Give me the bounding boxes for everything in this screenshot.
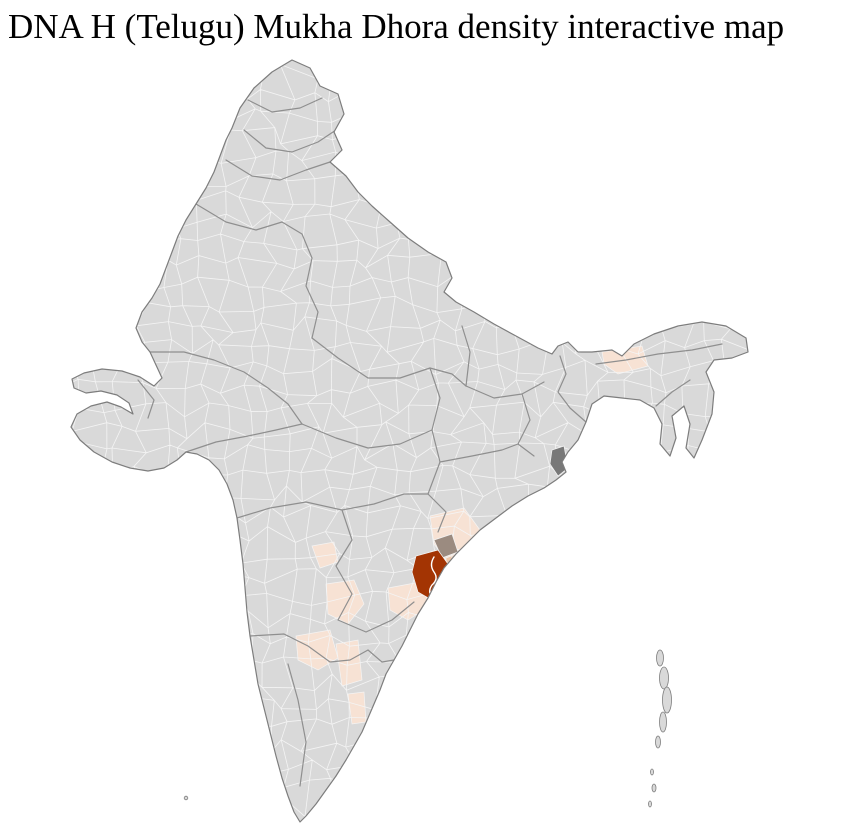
island [655, 735, 661, 749]
state-boundaries [137, 97, 723, 787]
state-boundary-line [461, 325, 471, 387]
country-outline [70, 59, 749, 823]
state-boundary-line [439, 443, 519, 463]
india-country-shape[interactable] [71, 60, 748, 822]
state-boundary-line [195, 203, 283, 231]
state-boundary-line [517, 393, 535, 457]
state-boundary-line [595, 343, 723, 365]
density-region-density_light[interactable] [445, 549, 477, 591]
page-title: DNA H (Telugu) Mukha Dhora density inter… [8, 7, 785, 46]
state-boundary-line [301, 423, 433, 449]
state-boundary-line [335, 509, 415, 633]
state-boundary-line [287, 663, 307, 787]
state-boundary-line [281, 221, 319, 339]
state-boundary-line [367, 649, 395, 663]
state-boundary-line [225, 159, 331, 181]
state-boundary-line [311, 337, 467, 387]
state-boundary-line [249, 633, 369, 663]
state-boundary-line [655, 379, 691, 407]
state-boundary-line [557, 355, 587, 423]
state-boundary-line [137, 379, 155, 419]
district-inner-border [429, 556, 437, 599]
island [650, 768, 654, 776]
island [659, 711, 667, 733]
island-chain [183, 649, 672, 808]
state-boundary-line [465, 381, 545, 399]
island [648, 800, 652, 808]
state-boundary-line [247, 97, 323, 113]
density-region-density_faint[interactable] [335, 639, 363, 687]
island [656, 649, 664, 667]
state-boundary-line [243, 129, 337, 153]
density-region-neutral_dark[interactable] [549, 445, 569, 477]
island [183, 795, 189, 801]
island [662, 686, 672, 714]
island [651, 783, 657, 793]
state-boundary-line [185, 423, 303, 453]
island [659, 666, 669, 690]
state-boundary-line [427, 493, 447, 533]
state-boundary-line [149, 351, 303, 425]
